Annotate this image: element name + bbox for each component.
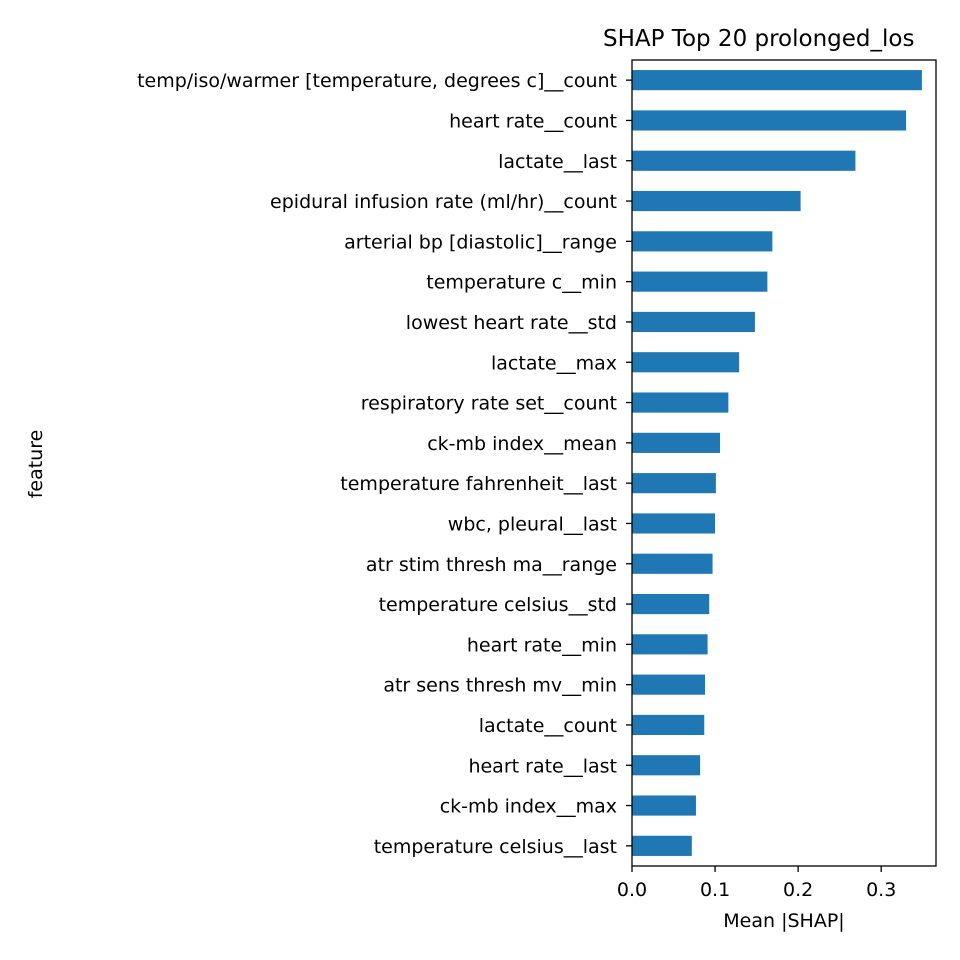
bar xyxy=(632,553,713,574)
bar xyxy=(632,271,768,292)
y-tick-label: heart rate__count xyxy=(449,110,617,132)
bar xyxy=(632,150,856,171)
x-tick-label: 0.0 xyxy=(617,879,647,901)
bar xyxy=(632,714,705,736)
y-tick-label: temperature celsius__last xyxy=(374,836,617,858)
y-tick-label: temperature c__min xyxy=(426,272,617,294)
bar xyxy=(632,432,721,453)
bar xyxy=(632,755,701,776)
bars-group xyxy=(632,70,922,856)
bar xyxy=(632,70,922,91)
y-axis-label: feature xyxy=(25,430,47,499)
bar xyxy=(632,190,801,212)
y-tick-label: lactate__count xyxy=(479,715,617,737)
y-tick-label: ck-mb index__max xyxy=(440,796,617,818)
y-tick-label: atr stim thresh ma__range xyxy=(366,554,617,576)
y-tick-label: arterial bp [diastolic]__range xyxy=(344,231,617,253)
y-tick-label: atr sens thresh mv__min xyxy=(383,675,617,697)
bar xyxy=(632,392,729,413)
x-tick-label: 0.2 xyxy=(783,879,813,901)
bar xyxy=(632,473,716,494)
y-tick-label: temp/iso/warmer [temperature, degrees c]… xyxy=(137,70,617,92)
x-tick-label: 0.1 xyxy=(700,879,730,901)
y-tick-label: heart rate__min xyxy=(467,634,617,656)
x-tick-label: 0.3 xyxy=(866,879,896,901)
bar xyxy=(632,593,710,615)
y-tick-label: epidural infusion rate (ml/hr)__count xyxy=(270,191,617,213)
bar xyxy=(632,835,692,856)
x-axis-label: Mean |SHAP| xyxy=(723,910,844,932)
bar xyxy=(632,231,773,252)
y-tick-label: ck-mb index__mean xyxy=(427,433,617,455)
bar xyxy=(632,110,907,131)
bar xyxy=(632,311,755,333)
y-tick-label: heart rate__last xyxy=(468,755,617,777)
y-tick-label: lactate__last xyxy=(498,151,617,173)
y-tick-label: lactate__max xyxy=(491,352,617,374)
bar xyxy=(632,674,706,695)
y-tick-label: temperature celsius__std xyxy=(379,594,617,616)
y-tick-label: wbc, pleural__last xyxy=(448,513,617,535)
bar xyxy=(632,352,740,373)
plot-frame xyxy=(631,59,937,867)
x-ticks-group: 0.0 0.1 0.2 0.3 xyxy=(617,866,896,901)
y-tick-label: temperature fahrenheit__last xyxy=(340,473,617,495)
bar xyxy=(632,513,716,534)
bar xyxy=(632,634,708,655)
y-tick-label: lowest heart rate__std xyxy=(406,312,617,334)
bar xyxy=(632,795,696,816)
chart-title: SHAP Top 20 prolonged_los xyxy=(603,26,914,52)
y-ticks-group: temp/iso/warmer [temperature, degrees c]… xyxy=(137,70,632,858)
y-tick-label: respiratory rate set__count xyxy=(361,393,617,415)
